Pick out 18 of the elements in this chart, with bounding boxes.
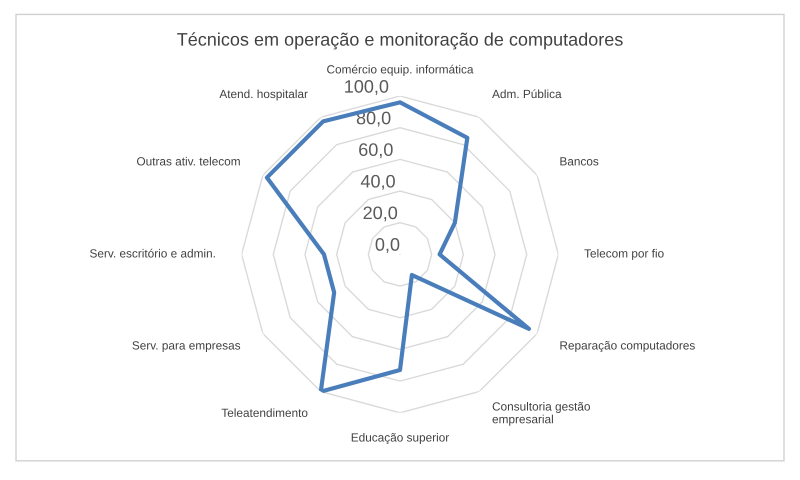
spoke-label: Comércio equip. informática [327,64,474,76]
spoke-label: Consultoria gestão empresarial [492,402,590,426]
spoke-label: Telecom por fio [584,248,664,260]
spoke-label: Adm. Pública [492,89,562,98]
spoke-label: Reparação computadores [560,340,695,352]
spoke-label: Bancos [560,157,598,166]
y-tick-label: 20,0 [364,206,398,222]
spoke-label: Serv. para empresas [132,341,240,352]
spoke-label: Educação superior [352,432,450,444]
y-tick-label: 40,0 [360,174,395,190]
spoke-label: Atend. hospitalar [219,89,308,100]
spoke-label: Teleatendimento [222,408,308,417]
y-tick-label: 0,0 [376,238,400,253]
spoke-label: Outras ativ. telecom [137,156,240,166]
y-tick-label: 100,0 [345,80,388,95]
y-tick-label: 60,0 [359,143,393,158]
spoke-label: Serv. escritório e admin. [90,248,215,258]
chart-title: Técnicos em operação e monitoração de computadores [177,32,623,50]
